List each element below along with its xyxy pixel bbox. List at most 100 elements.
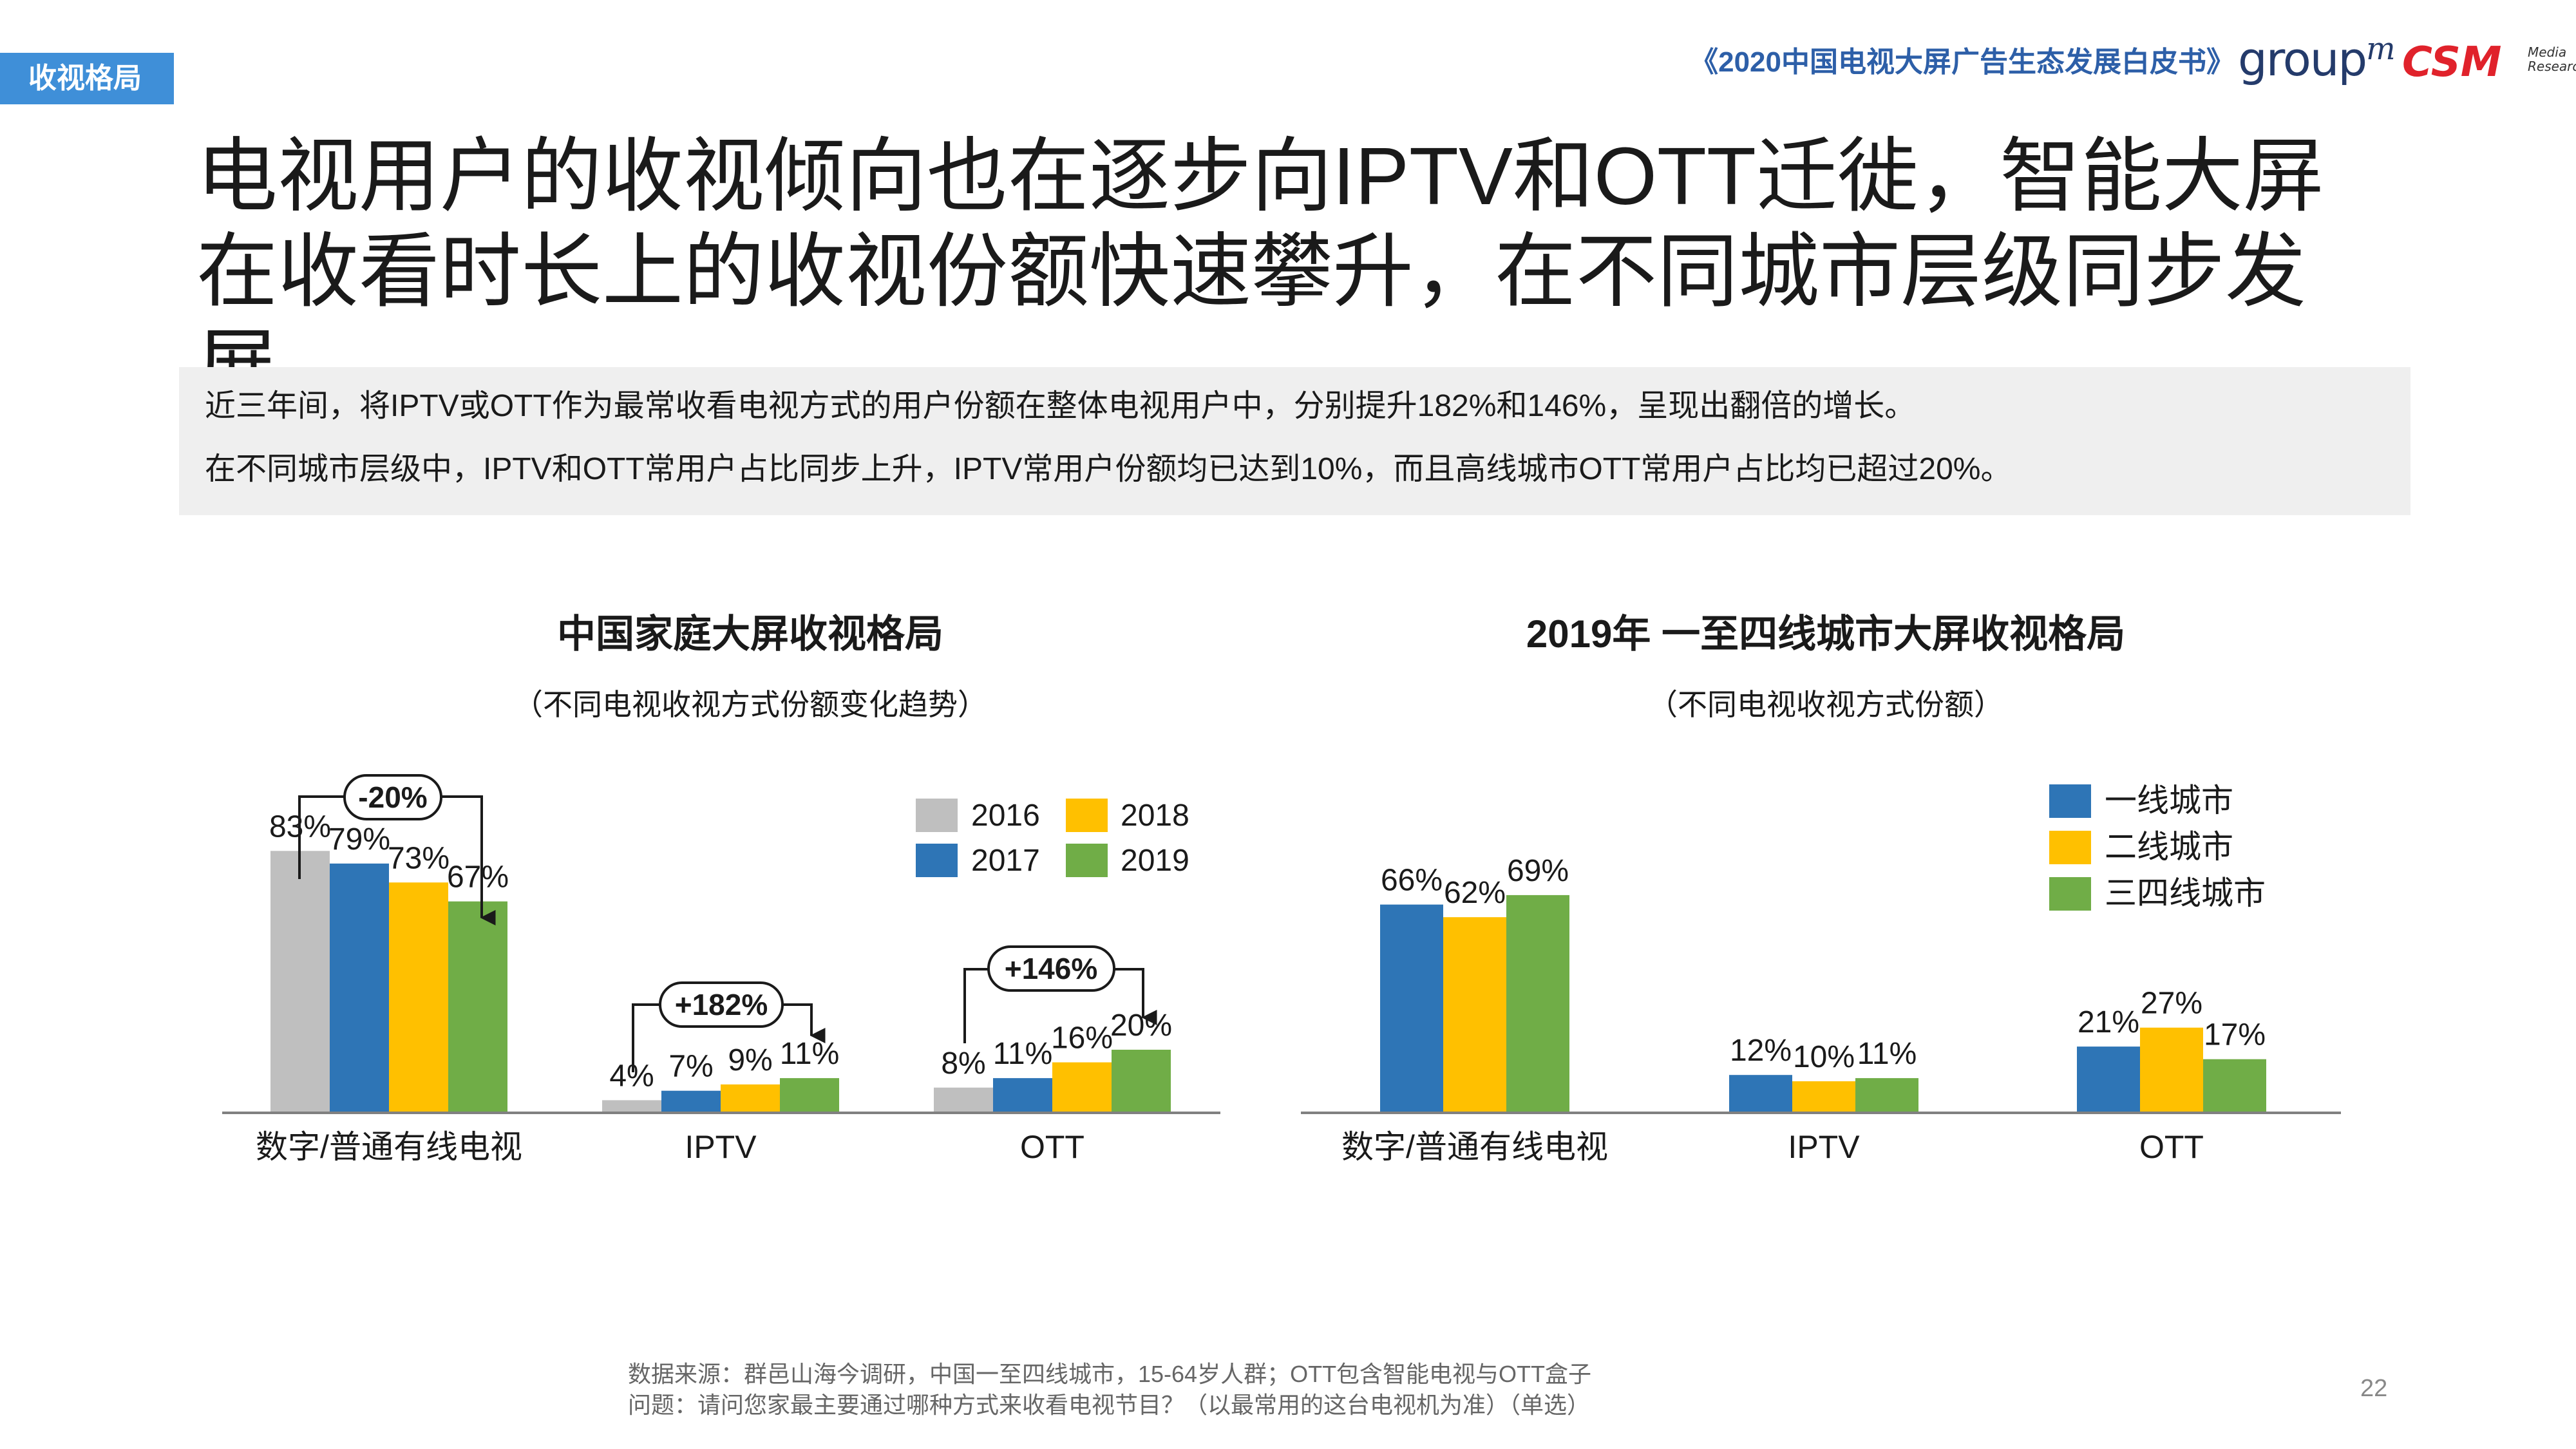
- chart-1-bar: [780, 1078, 839, 1113]
- chart-1-legend: 2016 2018 2017 2019: [916, 799, 1189, 878]
- legend-label-2018: 2018: [1121, 799, 1189, 833]
- legend-item-2016: 2016: [916, 799, 1040, 833]
- chart-2-value-label: 21%: [2078, 1005, 2139, 1039]
- chart-1-bar: [1112, 1050, 1171, 1113]
- legend-label-tier34: 三四线城市: [2105, 875, 2266, 911]
- legend-swatch-tier1: [2049, 784, 2091, 818]
- chart-1-bar: [448, 901, 507, 1113]
- chart-2-bar: [1855, 1078, 1918, 1113]
- chart-2-category-labels: 数字/普通有线电视 IPTV OTT: [1341, 1129, 2204, 1165]
- change-callout-iptv: +182%: [632, 981, 826, 1072]
- chart-2-value-label: 27%: [2141, 987, 2202, 1021]
- chart-1-bar: [934, 1087, 993, 1113]
- csm-sub-line-1: Media: [2528, 44, 2567, 60]
- legend-label-2019: 2019: [1121, 844, 1189, 878]
- groupm-logo-m: m: [2366, 31, 2395, 67]
- legend-item-tier34: 三四线城市: [2049, 875, 2266, 911]
- callout-ott-path: [963, 968, 989, 1043]
- chart-1-bar: [389, 882, 448, 1113]
- summary-line-2: 在不同城市层级中，IPTV和OTT常用户占比同步上升，IPTV常用户份额均已达到…: [205, 452, 2012, 486]
- chart-2-value-label: 66%: [1381, 864, 1443, 898]
- callout-iptv-box: [659, 981, 784, 1028]
- chart-1-value-label: 20%: [1110, 1009, 1172, 1043]
- page-headline: 电视用户的收视倾向也在逐步向IPTV和OTT迁徙，智能大屏在收看时长上的收视份额…: [196, 131, 2324, 412]
- legend-swatch-tier34: [2049, 877, 2091, 911]
- chart-1-bar: [1052, 1062, 1112, 1113]
- chart-2-value-label: 69%: [1507, 854, 1569, 888]
- chart-2-category-label: 数字/普通有线电视: [1341, 1129, 1608, 1165]
- footnote: 数据来源：群邑山海今调研，中国一至四线城市，15-64岁人群；OTT包含智能电视…: [628, 1359, 1591, 1421]
- groupm-logo: groupm: [2238, 31, 2396, 86]
- legend-swatch-2016: [916, 799, 958, 832]
- legend-label-2017: 2017: [971, 844, 1040, 878]
- chart-2-title: 2019年 一至四线城市大屏收视格局: [1526, 612, 2125, 656]
- chart-1-value-label: 79%: [328, 822, 390, 857]
- legend-item-tier1: 一线城市: [2049, 782, 2233, 819]
- chart-1-title: 中国家庭大屏收视格局: [557, 612, 943, 656]
- chart-1-bar: [993, 1078, 1052, 1113]
- footnote-question: 问题：请问您家最主要通过哪种方式来收看电视节目？（以最常用的这台电视机为准）（单…: [628, 1392, 1591, 1418]
- chart-2-bar: [1729, 1075, 1792, 1113]
- chart-2-value-label: 11%: [1857, 1037, 1917, 1071]
- chart-2-bars: [1380, 895, 2266, 1113]
- chart-1-value-labels: 83%79%73%67%4% 7% 9% 11% 8% 11%16%20%: [269, 810, 1172, 1093]
- chart-1-bar: [661, 1090, 721, 1113]
- callout-ott-label: +146%: [1005, 952, 1098, 985]
- callout-cable-path: [298, 795, 345, 879]
- callout-iptv-label: +182%: [675, 988, 768, 1021]
- chart-1-value-label: 7%: [668, 1050, 713, 1084]
- chart-2-value-label: 62%: [1444, 876, 1506, 910]
- legend-item-2018: 2018: [1066, 799, 1189, 833]
- chart-2-subtitle: （不同电视收视方式份额）: [1648, 688, 2003, 721]
- report-title: 《2020中国电视大屏广告生态发展白皮书》: [1690, 46, 2235, 78]
- chart-2-category-label: IPTV: [1788, 1129, 1860, 1165]
- chart-1-value-label: 11%: [780, 1037, 840, 1071]
- chart-1-value-label: 16%: [1051, 1021, 1113, 1056]
- chart-2-bar: [2140, 1027, 2203, 1113]
- chart-1-bar: [270, 851, 330, 1113]
- chart-2-legend: 一线城市 二线城市 三四线城市: [2049, 782, 2266, 911]
- chart-2-bar: [1506, 895, 1569, 1113]
- chart-2: 2019年 一至四线城市大屏收视格局 （不同电视收视方式份额） 66% 62%69…: [1301, 612, 2341, 1165]
- page-number: 22: [2360, 1375, 2388, 1402]
- chart-1-subtitle: （不同电视收视方式份额变化趋势）: [513, 688, 987, 721]
- change-callout-cable: -20%: [298, 774, 496, 925]
- section-tag: 收视格局: [0, 53, 174, 104]
- chart-2-bar: [1380, 904, 1443, 1113]
- chart-1-bar: [602, 1100, 661, 1113]
- legend-label-2016: 2016: [971, 799, 1040, 833]
- csm-logo: CSM: [2402, 39, 2502, 86]
- legend-item-2017: 2017: [916, 844, 1040, 878]
- chart-2-value-label: 12%: [1730, 1034, 1792, 1068]
- callout-cable-arrow: [441, 795, 496, 925]
- change-callout-ott: +146%: [963, 945, 1157, 1043]
- chart-1-category-label: IPTV: [685, 1129, 757, 1165]
- chart-1-value-label: 8%: [941, 1046, 985, 1081]
- callout-iptv-arrow: [782, 1003, 826, 1043]
- legend-label-tier1: 一线城市: [2105, 782, 2233, 819]
- chart-1-bars: [270, 851, 1171, 1113]
- chart-1-bar: [721, 1084, 780, 1113]
- groupm-logo-text: group: [2238, 32, 2367, 86]
- callout-ott-box: [987, 945, 1115, 992]
- chart-2-category-label: OTT: [2139, 1129, 2204, 1165]
- callout-ott-arrow: [1114, 968, 1157, 1025]
- legend-swatch-2018: [1066, 799, 1108, 832]
- csm-sub-line-2: Research: [2528, 59, 2576, 74]
- chart-1-value-label: 67%: [447, 860, 509, 895]
- chart-1-value-label: 73%: [388, 841, 450, 875]
- chart-2-value-label: 10%: [1793, 1040, 1855, 1074]
- legend-label-tier2: 二线城市: [2105, 829, 2233, 865]
- callout-iptv-path: [632, 1003, 660, 1072]
- summary-box: 近三年间，将IPTV或OTT作为最常收看电视方式的用户份额在整体电视用户中，分别…: [179, 367, 2410, 515]
- callout-cable-box: [343, 774, 442, 820]
- chart-2-bar: [1792, 1081, 1855, 1113]
- chart-1-value-label: 11%: [993, 1037, 1053, 1071]
- chart-2-bar: [2077, 1046, 2140, 1113]
- legend-swatch-tier2: [2049, 831, 2091, 864]
- chart-2-bar: [1443, 917, 1506, 1113]
- chart-2-value-label: 17%: [2204, 1018, 2266, 1052]
- legend-swatch-2019: [1066, 844, 1108, 877]
- csm-logo-subtitle: MediaResearch: [2528, 45, 2576, 73]
